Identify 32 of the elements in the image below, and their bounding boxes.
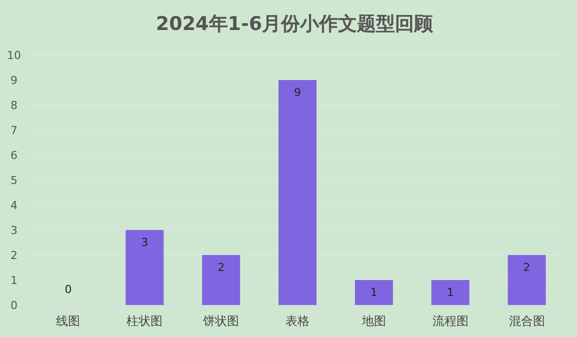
y-tick-label: 9 — [10, 74, 18, 87]
data-label: 0 — [64, 283, 72, 296]
data-label: 1 — [446, 286, 454, 299]
data-label: 1 — [370, 286, 378, 299]
bar — [508, 255, 546, 305]
bar — [126, 230, 164, 305]
chart-title: 2024年1-6月份小作文题型回顾 — [156, 13, 434, 35]
y-tick-label: 10 — [7, 49, 21, 62]
y-tick-label: 3 — [10, 224, 18, 237]
bar — [202, 255, 240, 305]
data-label: 2 — [523, 261, 530, 274]
x-tick-label: 地图 — [360, 314, 386, 328]
bar — [278, 80, 316, 305]
x-tick-label: 线图 — [56, 314, 80, 328]
y-tick-label: 4 — [10, 199, 18, 212]
x-tick-label: 流程图 — [432, 314, 468, 328]
bar — [431, 280, 470, 305]
data-label: 2 — [218, 261, 225, 274]
y-tick-label: 6 — [10, 149, 18, 162]
y-tick-label: 7 — [10, 124, 18, 137]
x-tick-label: 饼状图 — [202, 314, 240, 328]
y-tick-label: 2 — [10, 249, 18, 262]
data-label: 3 — [141, 236, 148, 249]
y-tick-label: 8 — [10, 99, 18, 112]
y-tick-label: 0 — [10, 299, 18, 312]
y-tick-label: 5 — [10, 174, 18, 187]
x-tick-label: 混合图 — [508, 314, 545, 328]
bar — [354, 280, 393, 305]
y-tick-label: 1 — [10, 274, 18, 287]
x-tick-label: 柱状图 — [126, 314, 163, 328]
data-label: 9 — [294, 86, 301, 99]
x-tick-label: 表格 — [286, 314, 310, 328]
